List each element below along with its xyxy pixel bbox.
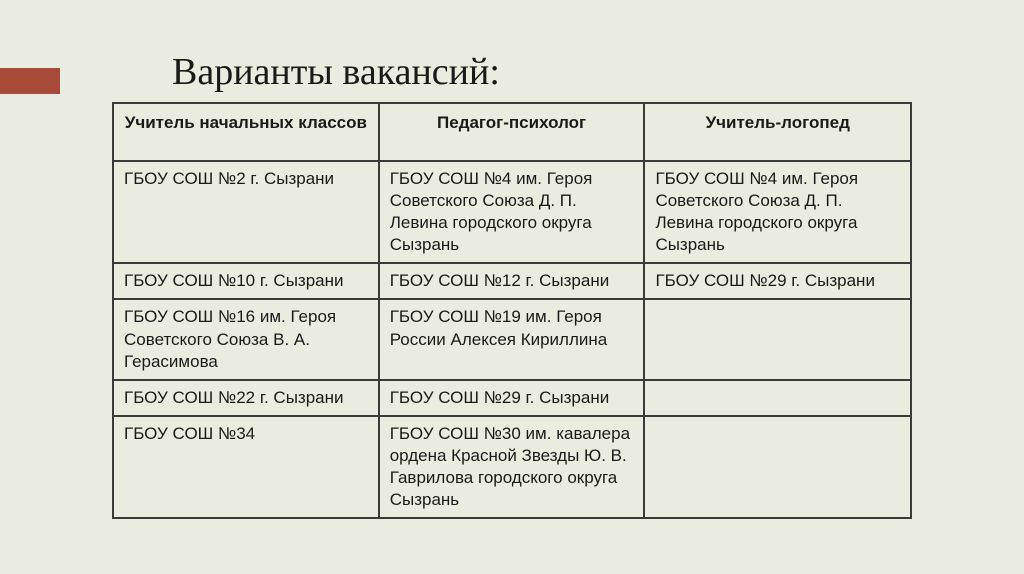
table-cell: ГБОУ СОШ №16 им. Героя Советского Союза … bbox=[113, 299, 379, 379]
column-header: Учитель-логопед bbox=[644, 103, 911, 161]
table-cell: ГБОУ СОШ №34 bbox=[113, 416, 379, 518]
table-header-row: Учитель начальных классов Педагог-психол… bbox=[113, 103, 911, 161]
table-cell: ГБОУ СОШ №19 им. Героя России Алексея Ки… bbox=[379, 299, 645, 379]
vacancy-table-container: Учитель начальных классов Педагог-психол… bbox=[112, 102, 912, 519]
table-cell: ГБОУ СОШ №30 им. кавалера ордена Красной… bbox=[379, 416, 645, 518]
table-cell: ГБОУ СОШ №22 г. Сызрани bbox=[113, 380, 379, 416]
table-cell: ГБОУ СОШ №29 г. Сызрани bbox=[379, 380, 645, 416]
table-row: ГБОУ СОШ №16 им. Героя Советского Союза … bbox=[113, 299, 911, 379]
table-cell: ГБОУ СОШ №4 им. Героя Советского Союза Д… bbox=[379, 161, 645, 263]
table-cell: ГБОУ СОШ №29 г. Сызрани bbox=[644, 263, 911, 299]
column-header: Педагог-психолог bbox=[379, 103, 645, 161]
table-row: ГБОУ СОШ №22 г. Сызрани ГБОУ СОШ №29 г. … bbox=[113, 380, 911, 416]
table-cell bbox=[644, 416, 911, 518]
table-cell: ГБОУ СОШ №4 им. Героя Советского Союза Д… bbox=[644, 161, 911, 263]
accent-bar bbox=[0, 68, 60, 94]
table-cell: ГБОУ СОШ №2 г. Сызрани bbox=[113, 161, 379, 263]
table-row: ГБОУ СОШ №34 ГБОУ СОШ №30 им. кавалера о… bbox=[113, 416, 911, 518]
column-header: Учитель начальных классов bbox=[113, 103, 379, 161]
table-row: ГБОУ СОШ №2 г. Сызрани ГБОУ СОШ №4 им. Г… bbox=[113, 161, 911, 263]
table-cell bbox=[644, 299, 911, 379]
page-title: Варианты вакансий: bbox=[172, 50, 500, 94]
table-cell: ГБОУ СОШ №12 г. Сызрани bbox=[379, 263, 645, 299]
table-row: ГБОУ СОШ №10 г. Сызрани ГБОУ СОШ №12 г. … bbox=[113, 263, 911, 299]
vacancy-table: Учитель начальных классов Педагог-психол… bbox=[112, 102, 912, 519]
table-cell bbox=[644, 380, 911, 416]
table-cell: ГБОУ СОШ №10 г. Сызрани bbox=[113, 263, 379, 299]
